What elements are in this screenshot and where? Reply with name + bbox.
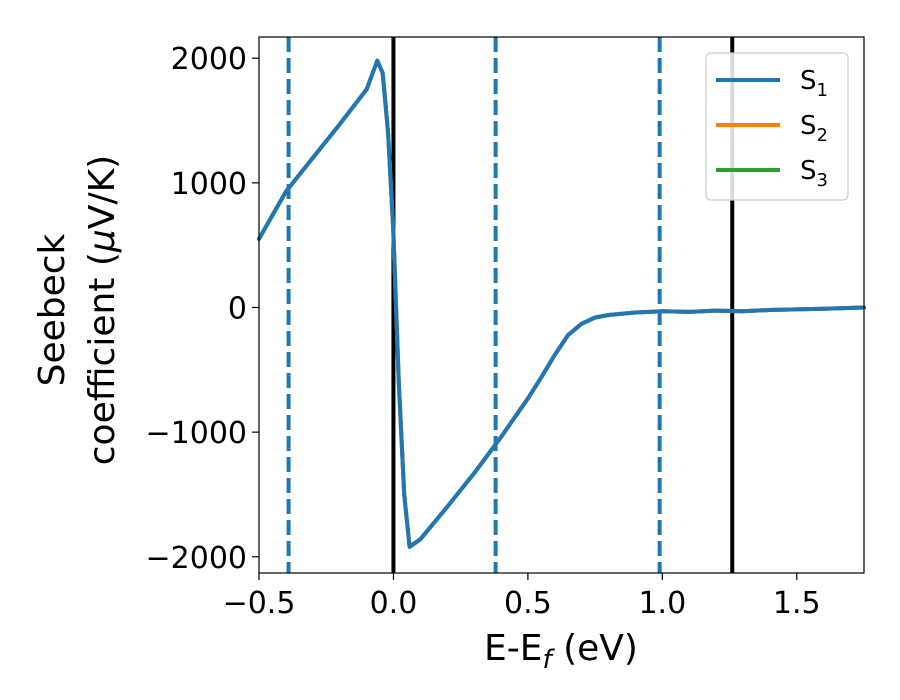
x-axis-label: E-Ef (eV) — [484, 628, 638, 675]
x-tick-label: 0.0 — [370, 586, 418, 621]
legend: S1 S2 S3 — [705, 52, 849, 201]
y-tick-label: 1000 — [171, 167, 247, 202]
x-tick-label: 1.5 — [773, 586, 821, 621]
x-tick-label: −0.5 — [223, 586, 296, 621]
y-axis-label-line2: coefficient (μV/K) — [82, 155, 123, 465]
plot-frame — [258, 36, 865, 574]
legend-label-3: S3 — [800, 156, 828, 191]
y-tick-label: −2000 — [146, 541, 247, 576]
x-tick-label: 1.0 — [638, 586, 686, 621]
y-tick-label: 0 — [228, 291, 247, 326]
series-layer — [257, 58, 866, 549]
y-tick-label: −1000 — [146, 416, 247, 451]
y-axis-label-line1: Seebeck — [32, 233, 73, 386]
legend-label-2: S2 — [800, 111, 828, 146]
x-tick-label: 0.5 — [504, 586, 552, 621]
series-line-s1 — [257, 58, 866, 549]
x-axis-ticks: −0.5 0.0 0.5 1.0 1.5 — [223, 573, 821, 621]
y-axis-ticks: 2000 1000 0 −1000 −2000 — [146, 42, 259, 576]
y-tick-label: 2000 — [171, 42, 247, 77]
legend-label-1: S1 — [800, 66, 828, 101]
